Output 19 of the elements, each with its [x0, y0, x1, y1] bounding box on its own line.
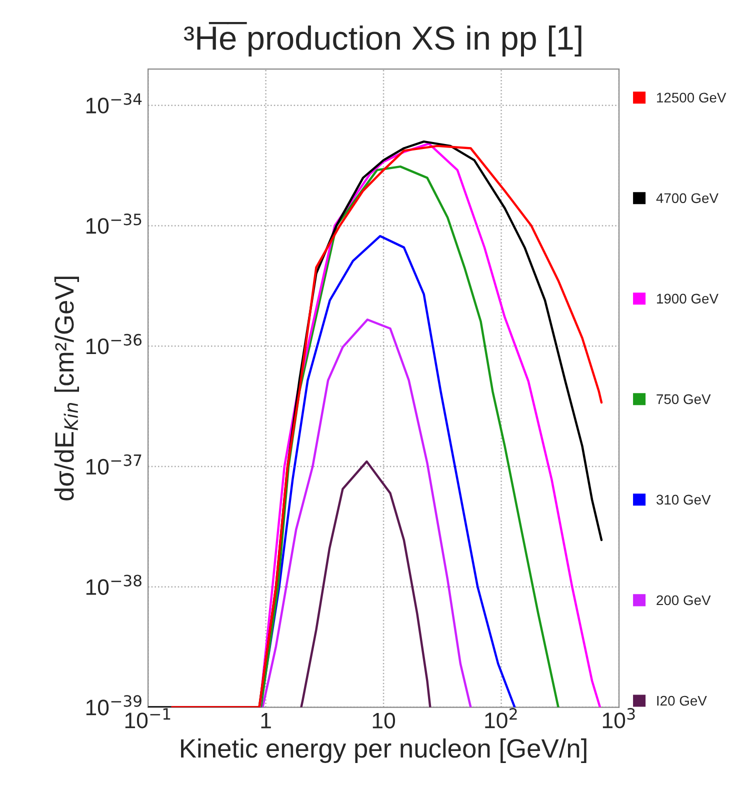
- x-tick-label: 1: [261, 712, 271, 728]
- y-tick-label: 10$^{−37}$: [86, 454, 142, 475]
- legend-label: 4700 GeV: [656, 193, 718, 204]
- y-tick-label: 10$^{−36}$: [86, 334, 142, 354]
- y-tick-label: 10$^{−34}$: [86, 93, 142, 114]
- x-tick-label: 10$^{3}$: [602, 708, 635, 728]
- legend-label: 750 GeV: [656, 394, 711, 404]
- y-tick-label: 10$^{−35}$: [86, 214, 142, 234]
- legend-label: 310 GeV: [656, 494, 711, 505]
- x-tick-label: 10$^{2}$: [485, 708, 517, 728]
- chart-title: ³H̅e̅ production XS in pp [1]: [184, 22, 582, 57]
- y-axis-title: dσ/dE$_{Kin}$ [cm²/GeV]: [54, 276, 79, 500]
- legend-label: 1900 GeV: [657, 294, 718, 304]
- legend-label: I20 GeV: [657, 696, 707, 706]
- x-tick-label: 10: [372, 712, 396, 728]
- legend-label: 200 GeV: [656, 595, 711, 606]
- x-axis-title: Kinetic energy per nucleon [GeV/n]: [181, 738, 586, 764]
- y-tick-label: 10$^{−38}$: [86, 574, 142, 595]
- legend-label: 12500 GeV: [657, 92, 726, 103]
